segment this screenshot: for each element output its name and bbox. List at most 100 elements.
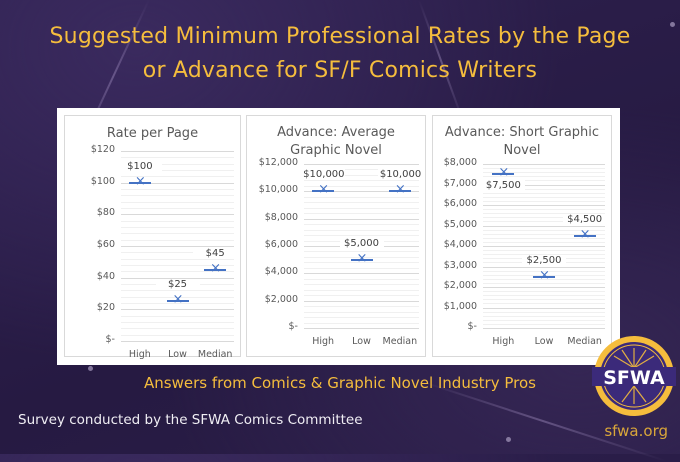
y-tick-label: $100 bbox=[90, 175, 115, 187]
minor-gridline bbox=[483, 254, 605, 256]
minor-gridline bbox=[483, 196, 605, 198]
x-tick-label: High bbox=[312, 336, 335, 347]
y-tick-label: $60 bbox=[96, 239, 115, 250]
gridline bbox=[483, 225, 605, 227]
minor-gridline bbox=[304, 306, 419, 308]
gridline bbox=[121, 151, 234, 152]
y-tick-label: $7,000 bbox=[443, 177, 477, 189]
data-point-marker bbox=[166, 292, 189, 308]
minor-gridline bbox=[483, 295, 605, 297]
minor-gridline bbox=[304, 235, 419, 237]
plot-area: $100 $25 $45 bbox=[117, 151, 238, 342]
chart-short-graphic-novel: Advance: Short Graphic Novel $7,500 $2,50… bbox=[432, 115, 612, 357]
gridline bbox=[483, 287, 605, 288]
chart-average-graphic-novel: Advance: Average Graphic Novel $10,000 $5… bbox=[246, 115, 426, 357]
chart-title: Advance: Average Graphic Novel bbox=[247, 124, 425, 160]
gridline bbox=[304, 164, 419, 165]
y-tick-label: $- bbox=[467, 321, 477, 332]
minor-gridline bbox=[483, 221, 605, 223]
minor-gridline bbox=[121, 265, 234, 266]
y-tick-label: $2,000 bbox=[443, 280, 477, 291]
x-tick-label: High bbox=[492, 336, 515, 347]
x-tick-label: Low bbox=[534, 336, 554, 347]
survey-credit: Survey conducted by the SFWA Comics Comm… bbox=[18, 412, 363, 428]
minor-gridline bbox=[121, 233, 234, 235]
gridline bbox=[483, 205, 605, 206]
data-point-marker bbox=[533, 268, 555, 284]
data-point-marker bbox=[388, 182, 411, 198]
y-tick-label: $4,000 bbox=[264, 266, 298, 278]
title-line-2: or Advance for SF/F Comics Writers bbox=[142, 58, 538, 83]
minor-gridline bbox=[304, 180, 419, 182]
minor-gridline bbox=[483, 323, 605, 325]
minor-gridline bbox=[483, 213, 605, 215]
gridline bbox=[121, 309, 234, 311]
minor-gridline bbox=[304, 229, 419, 231]
data-label: $2,500 bbox=[522, 254, 566, 266]
minor-gridline bbox=[304, 278, 419, 280]
minor-gridline bbox=[304, 267, 419, 269]
y-tick-label: $80 bbox=[96, 207, 115, 219]
plot-area: $10,000 $5,000 $10,000 bbox=[301, 164, 422, 329]
data-label: $5,000 bbox=[339, 237, 384, 249]
minor-gridline bbox=[121, 201, 234, 203]
gridline bbox=[121, 214, 234, 216]
minor-gridline bbox=[304, 185, 419, 187]
data-point-marker bbox=[492, 165, 515, 181]
gridline bbox=[483, 307, 605, 309]
minor-gridline bbox=[304, 169, 419, 171]
minor-gridline bbox=[121, 239, 234, 241]
gridline bbox=[304, 328, 419, 329]
charts-frame: Rate per Page $100$25$45$-$20$40$60$80$1… bbox=[57, 108, 620, 365]
minor-gridline bbox=[304, 289, 419, 291]
x-tick-label: Low bbox=[168, 349, 187, 360]
star-dot bbox=[88, 366, 93, 371]
minor-gridline bbox=[483, 237, 605, 239]
y-tick-label: $12,000 bbox=[258, 157, 298, 168]
chart-rate-per-page: Rate per Page $100$25$45$-$20$40$60$80$1… bbox=[64, 115, 241, 360]
x-tick-label: Median bbox=[382, 336, 418, 347]
x-tick-label: Low bbox=[352, 336, 371, 347]
minor-gridline bbox=[304, 317, 419, 319]
sfwa-logo: SFWA bbox=[592, 336, 676, 416]
y-tick-label: $20 bbox=[96, 302, 115, 314]
data-label: $25 bbox=[155, 279, 200, 291]
minor-gridline bbox=[121, 322, 234, 323]
minor-gridline bbox=[121, 328, 234, 330]
data-label: $100 bbox=[117, 160, 162, 172]
gridline bbox=[304, 218, 419, 220]
page-title: Suggested Minimum Professional Rates by … bbox=[0, 20, 680, 88]
website-link[interactable]: sfwa.org bbox=[604, 422, 668, 440]
subtitle: Answers from Comics & Graphic Novel Indu… bbox=[144, 374, 536, 392]
minor-gridline bbox=[483, 311, 605, 313]
y-tick-label: $40 bbox=[96, 270, 115, 282]
gridline bbox=[483, 328, 605, 329]
minor-gridline bbox=[121, 315, 234, 317]
data-label: $45 bbox=[193, 247, 238, 259]
minor-gridline bbox=[121, 176, 234, 178]
minor-gridline bbox=[483, 200, 605, 202]
minor-gridline bbox=[483, 315, 605, 317]
minor-gridline bbox=[304, 295, 419, 297]
data-label: $10,000 bbox=[301, 169, 346, 181]
gridline bbox=[304, 300, 419, 302]
minor-gridline bbox=[121, 220, 234, 222]
minor-gridline bbox=[121, 252, 234, 254]
minor-gridline bbox=[121, 227, 234, 228]
minor-gridline bbox=[483, 233, 605, 235]
star-dot bbox=[506, 437, 511, 442]
x-tick-label: Median bbox=[197, 349, 233, 360]
minor-gridline bbox=[483, 303, 605, 305]
minor-gridline bbox=[304, 207, 419, 209]
gridline bbox=[483, 164, 605, 165]
minor-gridline bbox=[121, 195, 234, 197]
minor-gridline bbox=[304, 202, 419, 204]
plot-area: $7,500 $2,500 $4,500 bbox=[481, 164, 607, 329]
minor-gridline bbox=[121, 334, 234, 336]
chart-title: Rate per Page bbox=[106, 126, 199, 141]
minor-gridline bbox=[304, 196, 419, 198]
minor-gridline bbox=[304, 311, 419, 313]
minor-gridline bbox=[483, 176, 605, 178]
minor-gridline bbox=[483, 250, 605, 252]
minor-gridline bbox=[121, 208, 234, 209]
